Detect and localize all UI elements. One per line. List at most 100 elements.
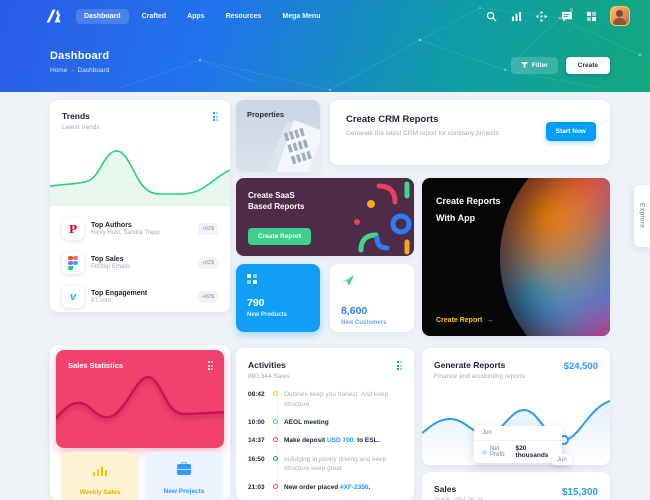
breadcrumb-separator: - <box>71 67 74 74</box>
activity-row: 16:50 Indulging in poorly driving and ke… <box>248 455 387 473</box>
main-menu: Dashboard Crafted Apps Resources Mega Me… <box>76 0 329 32</box>
create-report-link[interactable]: Create Report → <box>436 317 494 324</box>
navbar-actions <box>485 0 630 32</box>
item-title: Top Authors <box>91 221 132 229</box>
breadcrumb-home[interactable]: Home <box>50 67 68 74</box>
nav-item-dashboard[interactable]: Dashboard <box>76 8 129 24</box>
list-item-top-authors[interactable]: P Top Authors Ricky Hunt, Sandra Trepp +… <box>60 212 220 246</box>
start-now-button[interactable]: Start Now <box>545 122 596 141</box>
crm-reports-card: Create CRM Reports Generate the latest C… <box>330 100 610 165</box>
squares-icon <box>247 274 309 284</box>
saas-title: Create SaaS Based Reports <box>248 191 305 212</box>
squiggle-pattern <box>354 181 412 255</box>
user-avatar[interactable] <box>610 6 630 26</box>
activity-row: 21:03 New order placed #XF-2356. <box>248 483 371 491</box>
new-projects-label: New Projects <box>163 488 205 495</box>
saas-reports-card: Create SaaS Based Reports Create Report <box>236 178 414 256</box>
activity-row: 08:42 Outlines keep you honest. And keep… <box>248 391 389 408</box>
item-desc: KT.com <box>91 298 112 305</box>
sales-card: Sales Oct 8 - Oct 26 21 $15,300 <box>422 472 610 500</box>
trends-card: Trends Latest trends P Top Authors Ricky… <box>50 100 230 312</box>
pinterest-icon: P <box>62 218 84 240</box>
move-icon[interactable] <box>535 10 547 22</box>
activity-link[interactable]: #XF-2356 <box>340 483 369 491</box>
figma-icon <box>62 252 84 274</box>
activities-subtitle: 890,344 Sales <box>248 373 290 380</box>
breadcrumb: Home - Dashboard <box>50 67 109 74</box>
page-title: Dashboard <box>50 50 110 62</box>
activity-row: 14:37 Make deposit USD 700. to ESL. <box>248 437 380 445</box>
activity-time: 08:42 <box>248 391 265 398</box>
timeline-dot <box>273 419 278 424</box>
activity-time: 14:37 <box>248 437 265 445</box>
search-icon[interactable] <box>485 10 497 22</box>
create-button[interactable]: Create <box>565 57 610 74</box>
properties-card[interactable]: Properties <box>236 100 320 172</box>
generate-reports-card: Generate Reports Finance and accounting … <box>422 348 610 465</box>
sales-statistics-chart-panel: Sales Statistics <box>56 350 224 448</box>
filter-button[interactable]: Filter <box>510 57 558 74</box>
card-menu-icon[interactable] <box>207 361 213 370</box>
activity-row: 10:00 AEOL meeting <box>248 419 329 426</box>
crm-subtitle: Generate the latest CRM report for compa… <box>346 130 499 137</box>
timeline-dot <box>273 437 278 443</box>
brand-logo-icon[interactable] <box>44 8 66 24</box>
hero-banner: Dashboard Crafted Apps Resources Mega Me… <box>0 0 650 92</box>
sales-statistics-card: Sales Statistics Weekly Sales New Projec… <box>50 345 230 500</box>
rocket-icon <box>342 275 354 286</box>
create-report-button[interactable]: Create Report <box>248 228 311 245</box>
nav-item-apps[interactable]: Apps <box>187 12 205 20</box>
series-dot <box>482 449 487 455</box>
timeline-dot <box>273 483 278 489</box>
building-image <box>266 120 320 172</box>
timeline-dot <box>273 455 278 461</box>
nav-item-resources[interactable]: Resources <box>225 12 262 20</box>
item-title: Top Engagement <box>91 289 148 297</box>
weekly-sales-mini-card[interactable]: Weekly Sales <box>62 452 138 500</box>
breadcrumb-current: Dashboard <box>77 67 110 74</box>
tooltip-month: Jun <box>474 426 562 441</box>
list-item-top-engagement[interactable]: v Top Engagement KT.com +82$ <box>60 280 220 314</box>
trends-list: P Top Authors Ricky Hunt, Sandra Trepp +… <box>50 212 230 314</box>
products-value: 790 <box>247 296 265 309</box>
chat-icon[interactable] <box>560 8 573 22</box>
card-menu-icon[interactable] <box>212 112 218 121</box>
generate-reports-title: Generate Reports <box>434 360 506 370</box>
item-desc: Ricky Hunt, Sandra Trepp <box>91 230 160 237</box>
timeline-dot <box>273 391 278 396</box>
activity-time: 16:50 <box>248 455 265 463</box>
crm-title: Create CRM Reports <box>346 114 439 125</box>
analytics-icon[interactable] <box>510 10 522 22</box>
sales-statistics-title: Sales Statistics <box>68 361 124 370</box>
products-label: New Products <box>247 311 288 318</box>
axis-label-chip: Jun <box>552 454 572 465</box>
app-reports-title: Create Reports With App <box>436 196 501 224</box>
activity-link[interactable]: USD 700. <box>326 437 356 445</box>
new-products-card[interactable]: 790 New Products <box>236 264 320 332</box>
app-reports-card: Create Reports With App Create Report → <box>422 178 610 336</box>
weekly-sales-label: Weekly Sales <box>79 489 121 496</box>
activity-time: 21:03 <box>248 483 265 491</box>
sales-subtitle: Oct 8 - Oct 26 21 <box>434 497 598 500</box>
explore-tab[interactable]: Explore <box>634 185 650 247</box>
new-projects-mini-card[interactable]: New Projects <box>146 452 222 500</box>
top-navbar: Dashboard Crafted Apps Resources Mega Me… <box>0 0 650 32</box>
apps-grid-icon[interactable] <box>585 10 597 22</box>
customers-label: New Customers <box>341 320 387 326</box>
briefcase-icon <box>177 462 191 475</box>
trends-subtitle: Latest trends <box>62 124 100 131</box>
planet-image <box>500 178 610 336</box>
card-menu-icon[interactable] <box>396 361 402 370</box>
trends-area-chart <box>50 150 230 206</box>
constellation-pattern <box>119 7 642 92</box>
page-header: Dashboard Home - Dashboard <box>50 50 109 74</box>
nav-item-mega-menu[interactable]: Mega Menu <box>282 12 321 20</box>
value-badge: +82$ <box>197 257 218 269</box>
sales-title: Sales <box>434 484 457 494</box>
value-badge: +82$ <box>197 223 218 235</box>
new-customers-card[interactable]: 8,600 New Customers <box>330 264 414 332</box>
sales-line-chart <box>56 375 224 420</box>
list-item-top-sales[interactable]: Top Sales PitStop Emails +82$ <box>60 246 220 280</box>
activities-title: Activities <box>248 360 286 370</box>
nav-item-crafted[interactable]: Crafted <box>141 12 167 20</box>
